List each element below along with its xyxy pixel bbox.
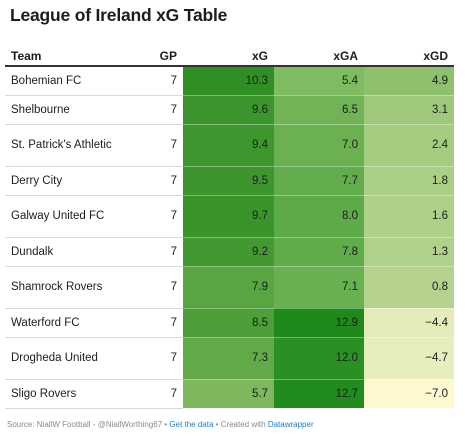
gp-cell: 7 xyxy=(138,379,183,409)
column-header-xgd[interactable]: xGD xyxy=(364,41,454,67)
xga-cell: 8.0 xyxy=(274,195,364,238)
xgd-cell: −7.0 xyxy=(364,379,454,409)
xg-cell: 7.9 xyxy=(183,266,274,309)
xgd-cell: 1.3 xyxy=(364,237,454,267)
xg-cell: 9.6 xyxy=(183,95,274,125)
column-header-team[interactable]: Team xyxy=(5,41,138,67)
table-row: Sligo Rovers 7 5.7 12.7 −7.0 xyxy=(5,379,454,409)
table-row: Shamrock Rovers 7 7.9 7.1 0.8 xyxy=(5,266,454,309)
team-cell: Waterford FC xyxy=(5,308,138,338)
team-cell: St. Patrick's Athletic xyxy=(5,124,138,167)
xg-cell: 8.5 xyxy=(183,308,274,338)
xg-cell: 9.2 xyxy=(183,237,274,267)
column-header-gp[interactable]: GP xyxy=(138,41,183,67)
created-with-text: • Created with xyxy=(213,420,268,429)
gp-cell: 7 xyxy=(138,166,183,196)
gp-cell: 7 xyxy=(138,266,183,309)
xg-table: Team GP xG xGA xGD Bohemian FC 7 10.3 5.4 4.… xyxy=(5,41,454,409)
xgd-cell: 1.8 xyxy=(364,166,454,196)
xga-cell: 7.7 xyxy=(274,166,364,196)
xga-cell: 7.0 xyxy=(274,124,364,167)
team-cell: Dundalk xyxy=(5,237,138,267)
table-row: Waterford FC 7 8.5 12.9 −4.4 xyxy=(5,308,454,338)
source-text: Source: NiallW Football - @NiallWorthing… xyxy=(7,420,170,429)
xgd-cell: 3.1 xyxy=(364,95,454,125)
team-cell: Galway United FC xyxy=(5,195,138,238)
gp-cell: 7 xyxy=(138,124,183,167)
team-cell: Sligo Rovers xyxy=(5,379,138,409)
xg-cell: 9.5 xyxy=(183,166,274,196)
gp-cell: 7 xyxy=(138,95,183,125)
xgd-cell: 2.4 xyxy=(364,124,454,167)
xg-cell: 9.7 xyxy=(183,195,274,238)
team-cell: Drogheda United xyxy=(5,337,138,380)
xga-cell: 12.7 xyxy=(274,379,364,409)
get-data-link[interactable]: Get the data xyxy=(169,420,214,429)
xgd-cell: −4.4 xyxy=(364,308,454,338)
gp-cell: 7 xyxy=(138,195,183,238)
xgd-cell: 1.6 xyxy=(364,195,454,238)
xga-cell: 6.5 xyxy=(274,95,364,125)
chart-title: League of Ireland xG Table xyxy=(10,5,228,25)
header-row: Team GP xG xGA xGD xyxy=(5,41,454,67)
xg-cell: 5.7 xyxy=(183,379,274,409)
xga-cell: 7.1 xyxy=(274,266,364,309)
table-row: Galway United FC 7 9.7 8.0 1.6 xyxy=(5,195,454,238)
team-cell: Derry City xyxy=(5,166,138,196)
gp-cell: 7 xyxy=(138,337,183,380)
xga-cell: 12.0 xyxy=(274,337,364,380)
team-cell: Shelbourne xyxy=(5,95,138,125)
table-row: Drogheda United 7 7.3 12.0 −4.7 xyxy=(5,337,454,380)
team-cell: Shamrock Rovers xyxy=(5,266,138,309)
datawrapper-link[interactable]: Datawrapper xyxy=(267,420,314,429)
xg-cell: 9.4 xyxy=(183,124,274,167)
table-row: Derry City 7 9.5 7.7 1.8 xyxy=(5,166,454,196)
column-header-xga[interactable]: xGA xyxy=(274,41,364,67)
gp-cell: 7 xyxy=(138,308,183,338)
xga-cell: 7.8 xyxy=(274,237,364,267)
xg-cell: 7.3 xyxy=(183,337,274,380)
team-cell: Bohemian FC xyxy=(5,66,138,96)
table-row: St. Patrick's Athletic 7 9.4 7.0 2.4 xyxy=(5,124,454,167)
xg-cell: 10.3 xyxy=(183,66,274,96)
gp-cell: 7 xyxy=(138,237,183,267)
xgd-cell: 4.9 xyxy=(364,66,454,96)
table-body: Bohemian FC 7 10.3 5.4 4.9 Shelbourne 7 9.6 6.5 3… xyxy=(5,66,454,409)
xga-cell: 12.9 xyxy=(274,308,364,338)
table-row: Dundalk 7 9.2 7.8 1.3 xyxy=(5,237,454,267)
xgd-cell: 0.8 xyxy=(364,266,454,309)
table-row: Shelbourne 7 9.6 6.5 3.1 xyxy=(5,95,454,125)
gp-cell: 7 xyxy=(138,66,183,96)
table-row: Bohemian FC 7 10.3 5.4 4.9 xyxy=(5,66,454,96)
xga-cell: 5.4 xyxy=(274,66,364,96)
xgd-cell: −4.7 xyxy=(364,337,454,380)
column-header-xg[interactable]: xG xyxy=(183,41,274,67)
source-footer: Source: NiallW Football - @NiallWorthing… xyxy=(7,420,314,429)
